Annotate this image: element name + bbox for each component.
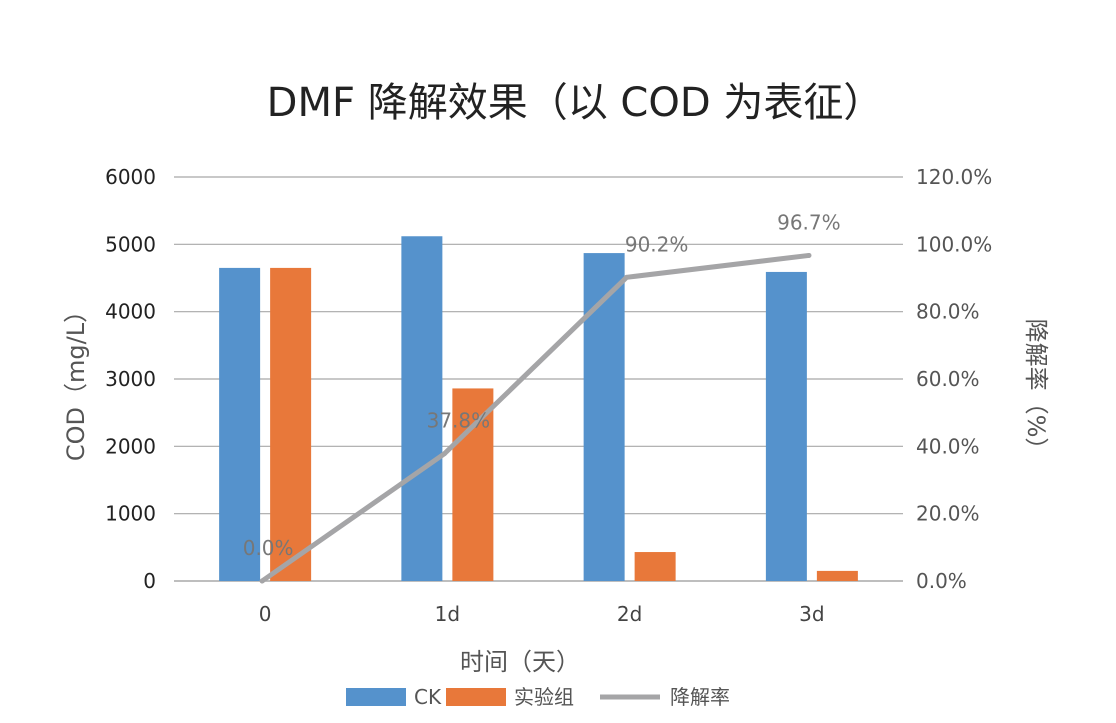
- degradation-rate-point: [806, 252, 812, 258]
- x-axis-title: 时间（天）: [460, 648, 580, 676]
- y-tick-label: 6000: [105, 165, 156, 189]
- x-tick-label: 2d: [617, 602, 642, 626]
- legend-label: CK: [414, 685, 442, 709]
- x-tick-label: 1d: [435, 602, 460, 626]
- line-series: [259, 252, 812, 584]
- y-axis-title: COD（mg/L）: [62, 299, 90, 461]
- y2-tick-label: 0.0%: [916, 569, 967, 593]
- y2-tick-label: 60.0%: [916, 367, 980, 391]
- y2-tick-label: 80.0%: [916, 300, 980, 324]
- degradation-rate-label: 90.2%: [625, 232, 689, 256]
- y-tick-label: 3000: [105, 367, 156, 391]
- y-tick-label: 2000: [105, 434, 156, 458]
- degradation-rate-label: 37.8%: [427, 409, 491, 433]
- bars: [219, 236, 858, 581]
- x-tick-label: 3d: [799, 602, 824, 626]
- bar-experiment: [634, 552, 676, 581]
- degradation-rate-point: [441, 451, 447, 457]
- degradation-rate-point: [259, 578, 265, 584]
- data-labels: 0.0% 37.8% 90.2% 96.7%: [243, 210, 841, 560]
- chart-title: DMF 降解效果（以 COD 为表征）: [267, 80, 884, 126]
- legend-label: 降解率: [670, 685, 730, 709]
- bar-ck: [401, 236, 443, 581]
- axes: 0 0.0% 1000 20.0% 2000 40.0% 3000 60.0% 4000 80.0…: [105, 165, 992, 626]
- bar-experiment: [270, 267, 312, 581]
- bar-ck: [583, 253, 625, 581]
- legend-swatch: [346, 688, 406, 706]
- bar-ck: [765, 271, 807, 581]
- degradation-rate-point: [624, 274, 630, 280]
- y2-tick-label: 20.0%: [916, 502, 980, 526]
- x-tick-label: 0: [259, 602, 272, 626]
- y2-tick-label: 40.0%: [916, 434, 980, 458]
- degradation-rate-label: 96.7%: [777, 210, 841, 234]
- legend-label: 实验组: [514, 685, 574, 709]
- bar-experiment: [452, 388, 494, 581]
- y-tick-label: 1000: [105, 502, 156, 526]
- legend-swatch: [446, 688, 506, 706]
- y-tick-label: 0: [143, 569, 156, 593]
- y2-axis-title: 降解率（%）: [1022, 319, 1050, 462]
- legend: CK 实验组 降解率: [346, 685, 730, 709]
- degradation-rate-line: [259, 252, 812, 584]
- bar-experiment: [816, 570, 858, 581]
- y2-tick-label: 120.0%: [916, 165, 992, 189]
- degradation-rate-label: 0.0%: [243, 536, 294, 560]
- y-tick-label: 5000: [105, 232, 156, 256]
- y-tick-label: 4000: [105, 300, 156, 324]
- bar-ck: [219, 267, 261, 581]
- y2-tick-label: 100.0%: [916, 232, 992, 256]
